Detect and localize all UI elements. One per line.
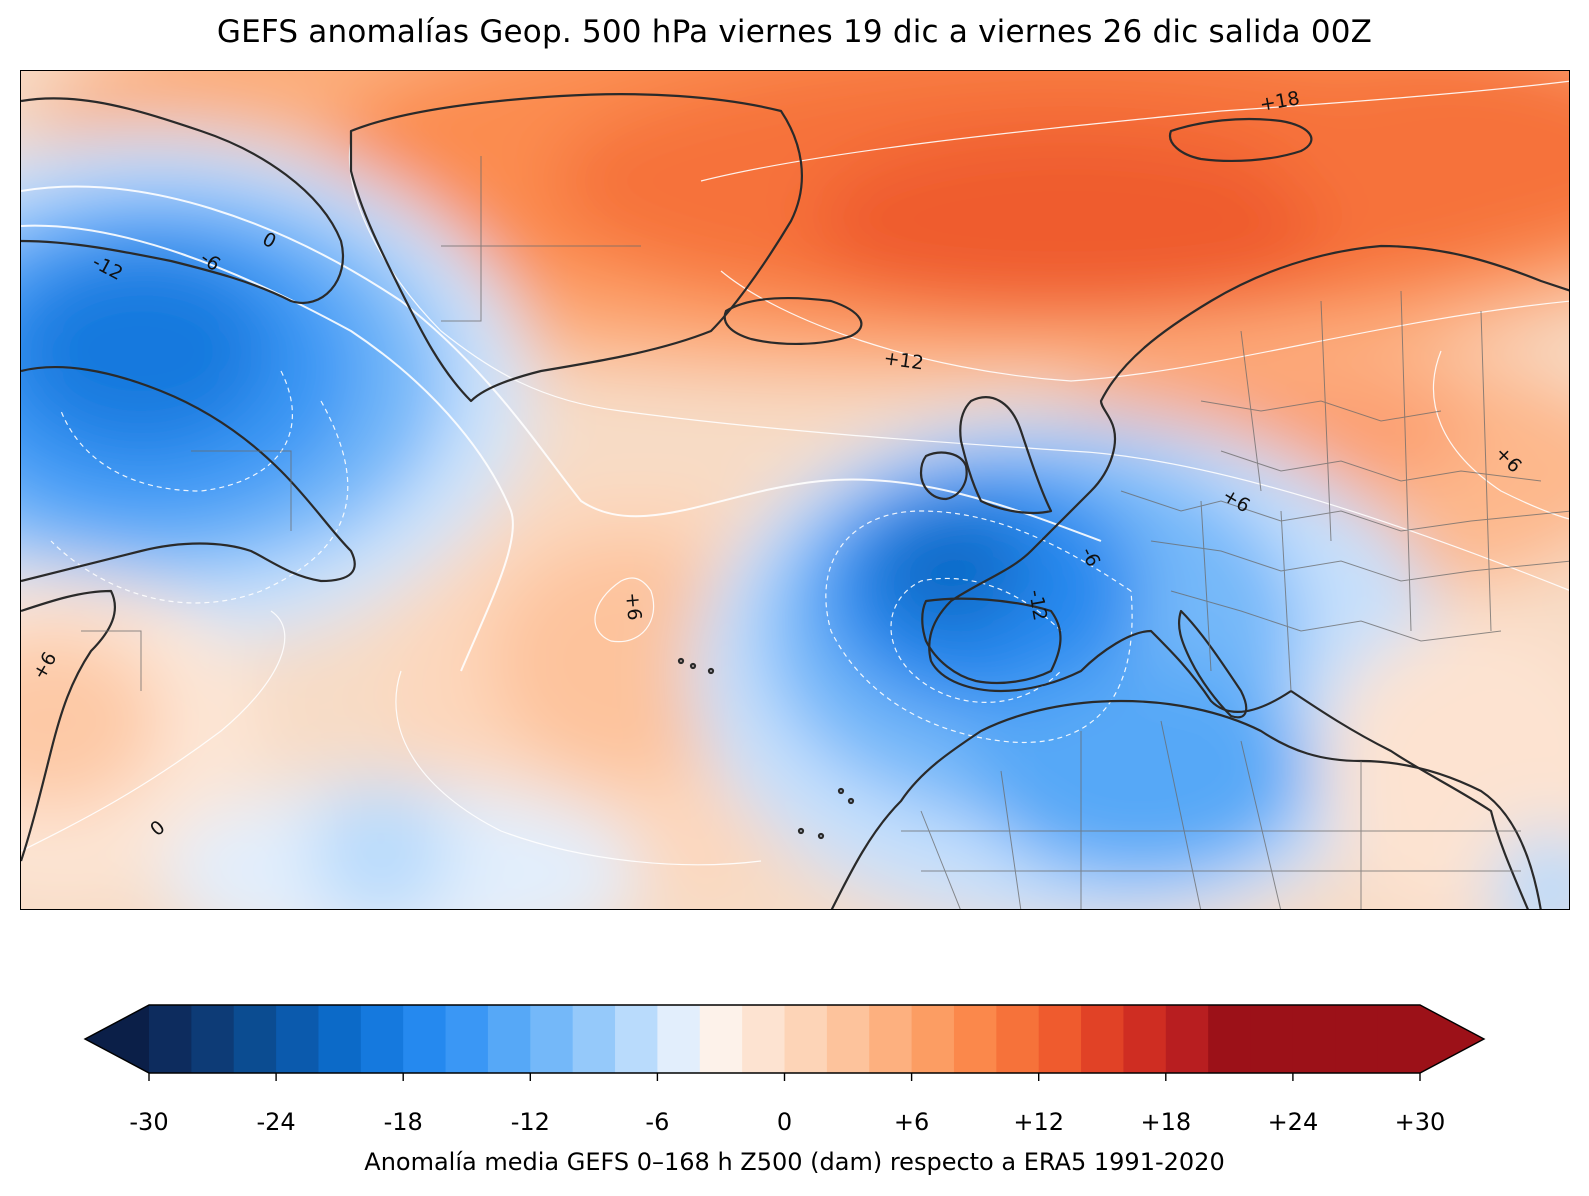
colorbar-segment [1250,1005,1294,1073]
colorbar-tick-label: -12 [510,1108,550,1136]
colorbar-segment [826,1005,870,1073]
colorbar-segment [996,1005,1040,1073]
colorbar-segment [318,1005,362,1073]
colorbar-segments [149,1005,1421,1073]
anomaly-field [21,71,1569,909]
colorbar-segment [1038,1005,1082,1073]
coast-africa [830,699,1542,909]
colorbar-tick-label: +24 [1267,1108,1319,1136]
colorbar-segment [615,1005,658,1073]
coast-europe [928,244,1569,909]
coast-ireland [919,451,968,501]
colorbar-segment [1081,1005,1125,1073]
contour-label: -12 [1024,588,1051,622]
chart-title: GEFS anomalías Geop. 500 hPa viernes 19 … [216,14,1373,50]
colorbar-segment [1292,1005,1336,1073]
coast-baffin [21,97,344,304]
colorbar-segment [953,1005,997,1073]
colorbar-tick-label: +6 [893,1108,930,1136]
colorbar-tick-label: 0 [776,1108,793,1136]
colorbar-segment [233,1005,277,1073]
colorbar-tick-label: -18 [383,1108,423,1136]
colorbar-tick-label: -6 [645,1108,670,1136]
country-borders [81,156,1569,909]
colorbar-tick-label: +18 [1140,1108,1192,1136]
colorbar-segment [1377,1005,1421,1073]
contour-label: +6 [621,592,645,622]
colorbar-segment [276,1005,320,1073]
colorbar-segment [911,1005,955,1073]
colorbar-tick-label: -30 [129,1108,169,1136]
colorbar-tick-label: +30 [1394,1108,1446,1136]
coast-iceland [723,296,863,346]
coast-britain [959,396,1053,515]
coastlines [21,93,1569,909]
colorbar-extend-low [85,1005,149,1073]
colorbar-segment [445,1005,489,1073]
coast-svalbard [1168,117,1313,162]
colorbar-segment [742,1005,786,1073]
colorbar-segment [784,1005,828,1073]
colorbar-segment [191,1005,235,1073]
coast-italy [1177,609,1248,719]
colorbar-segment [1208,1005,1252,1073]
contour-lines [21,80,1569,866]
colorbar-tick-label: +12 [1013,1108,1065,1136]
colorbar-ticks [148,1073,1421,1081]
coast-iberia [921,597,1062,685]
colorbar-segment [403,1005,447,1073]
colorbar-segment [1123,1005,1167,1073]
colorbar-segment [1165,1005,1209,1073]
colorbar-segment [699,1005,743,1073]
colorbar-extend-high [1420,1005,1484,1073]
anomaly-map: -12 -6 0 -6 -12 +6 +12 +18 +6 +6 +6 0 [21,71,1569,909]
colorbar-tick-label: -24 [256,1108,296,1136]
colorbar-segment [1335,1005,1379,1073]
colorbar-segment [487,1005,531,1073]
colorbar-segment [869,1005,913,1073]
map-panel[interactable]: -12 -6 0 -6 -12 +6 +12 +18 +6 +6 +6 0 [20,70,1570,910]
colorbar-segment [657,1005,701,1073]
colorbar-segment [572,1005,616,1073]
colorbar-label: Anomalía media GEFS 0–168 h Z500 (dam) r… [364,1148,1225,1176]
coast-labrador [21,366,356,583]
colorbar-segment [530,1005,574,1073]
colorbar-segment [360,1005,404,1073]
coast-useast [21,589,116,862]
colorbar-segment [149,1005,192,1073]
coast-greenland [349,93,803,403]
colorbar [83,1004,1486,1081]
